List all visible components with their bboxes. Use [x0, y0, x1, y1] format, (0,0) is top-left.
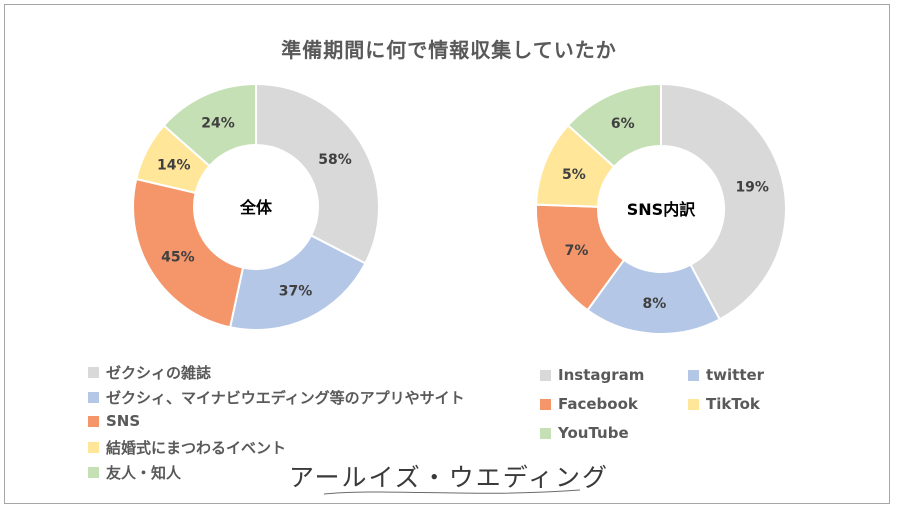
donut-center-label-0: 全体: [239, 198, 273, 217]
legend-item-overall-3: 結婚式にまつわるイベント: [88, 437, 286, 458]
legend-swatch: [88, 392, 99, 403]
legend-label: TikTok: [706, 395, 760, 413]
donut-chart-overall: 58% 37% 45% 14% 24% 全体: [132, 82, 380, 331]
data-label-0-0: 58%: [318, 152, 352, 168]
legend-swatch: [88, 367, 99, 378]
legend-item-sns-4: YouTube: [540, 424, 629, 442]
donut-slice-0-4: [162, 82, 257, 168]
donut-slice-1-4: [566, 82, 662, 169]
legend-swatch: [688, 398, 699, 410]
data-label-0-1: 37%: [279, 284, 313, 300]
legend-label: 結婚式にまつわるイベント: [106, 439, 287, 457]
legend-item-sns-3: TikTok: [688, 395, 760, 413]
legend-item-overall-4: 友人・知人: [88, 462, 181, 483]
data-label-0-2: 45%: [161, 250, 195, 266]
chart-title: 準備期間に何で情報収集していたか: [281, 38, 617, 62]
legend-swatch: [688, 369, 699, 381]
data-label-1-0: 19%: [735, 179, 769, 195]
donut-center-label-1: SNS内訳: [627, 200, 696, 219]
legend-item-overall-0: ゼクシィの雑誌: [88, 362, 211, 383]
donut-slice-1-0: [660, 82, 787, 321]
brand-logo-text: アールイズ・ウエディング: [288, 463, 609, 492]
donut-chart-sns: 19% 8% 7% 5% 6% SNS内訳: [535, 82, 787, 335]
legend-item-overall-2: SNS: [88, 412, 140, 430]
data-label-1-2: 7%: [565, 243, 589, 259]
legend-label: Instagram: [558, 366, 645, 384]
data-label-0-4: 24%: [201, 116, 235, 132]
legend-item-sns-1: twitter: [688, 366, 764, 384]
donut-slice-0-1: [228, 234, 367, 331]
legend-label: ゼクシィ、マイナビウエディング等のアプリやサイト: [106, 389, 465, 407]
legend-label: SNS: [106, 412, 141, 430]
legend-item-sns-2: Facebook: [540, 395, 638, 413]
donut-slice-0-0: [255, 82, 380, 265]
legend-swatch: [540, 398, 551, 410]
data-label-0-3: 14%: [157, 158, 191, 174]
data-label-1-3: 5%: [562, 167, 586, 183]
brand-swash-decoration: [323, 489, 581, 495]
legend-label: YouTube: [558, 424, 629, 442]
legend-label: 友人・知人: [106, 464, 182, 482]
donut-slice-0-2: [132, 177, 245, 329]
legend-swatch: [540, 427, 551, 439]
legend-label: ゼクシィの雑誌: [106, 364, 212, 382]
legend-swatch: [88, 467, 99, 478]
chart-frame: [4, 4, 890, 504]
legend-item-sns-0: Instagram: [540, 366, 644, 384]
legend-swatch: [540, 369, 551, 381]
data-label-1-1: 8%: [643, 296, 667, 312]
legend-item-overall-1: ゼクシィ、マイナビウエディング等のアプリやサイト: [88, 387, 465, 408]
legend-label: Facebook: [558, 395, 638, 413]
legend-label: twitter: [706, 366, 765, 384]
legend-swatch: [88, 415, 99, 427]
data-label-1-4: 6%: [611, 116, 635, 132]
legend-swatch: [88, 442, 99, 453]
